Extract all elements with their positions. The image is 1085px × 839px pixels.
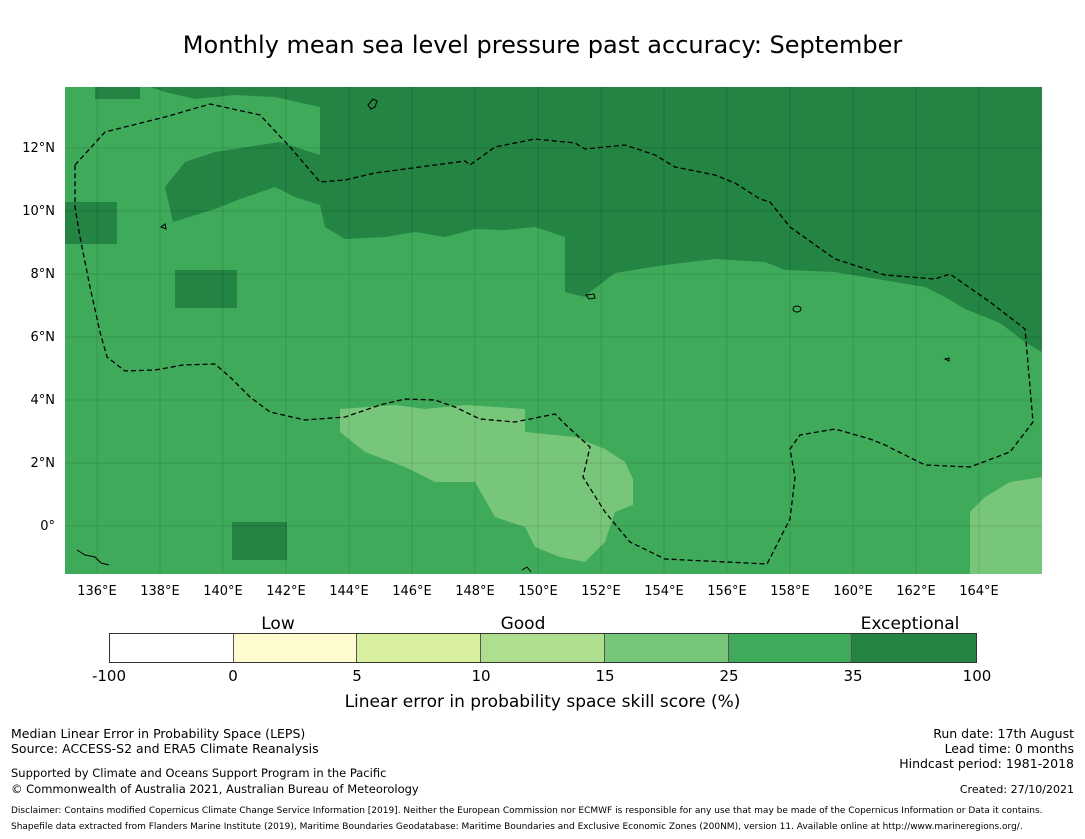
lon-tick-label: 152°E <box>581 584 621 599</box>
lon-tick-label: 140°E <box>203 584 243 599</box>
colorbar-segment <box>728 634 853 662</box>
lon-tick-label: 142°E <box>266 584 306 599</box>
category-label-low: Low <box>261 614 295 634</box>
footer-support: Supported by Climate and Oceans Support … <box>11 766 387 780</box>
colorbar-segment <box>357 634 482 662</box>
lon-tick-label: 160°E <box>833 584 873 599</box>
colorbar-title: Linear error in probability space skill … <box>344 692 741 712</box>
disclaimer: Disclaimer: Contains modified Copernicus… <box>11 806 1043 816</box>
lon-tick-label: 162°E <box>896 584 936 599</box>
footer-copyright: © Commonwealth of Australia 2021, Austra… <box>11 782 419 796</box>
lon-tick-label: 164°E <box>959 584 999 599</box>
lon-tick-label: 150°E <box>518 584 558 599</box>
colorbar-segment <box>233 634 358 662</box>
lat-tick-label: 2°N <box>30 456 56 471</box>
colorbar-tick-label: 5 <box>352 667 362 685</box>
colorbar-tick-label: 0 <box>228 667 238 685</box>
colorbar-tick-label: 35 <box>843 667 863 685</box>
colorbar <box>109 633 977 663</box>
lon-tick-label: 154°E <box>644 584 684 599</box>
lat-tick-label: 10°N <box>22 204 55 219</box>
skill-map-svg <box>65 87 1042 574</box>
lat-tick-label: 6°N <box>30 330 56 345</box>
shapefile-credit: Shapefile data extracted from Flanders M… <box>11 822 1023 832</box>
lead-time: Lead time: 0 months <box>944 741 1074 756</box>
created-date: Created: 27/10/2021 <box>959 783 1074 796</box>
lat-tick-label: 0° <box>40 519 55 534</box>
island-outline <box>585 293 596 300</box>
colorbar-segment <box>110 634 234 662</box>
lon-tick-label: 144°E <box>329 584 369 599</box>
lon-tick-label: 156°E <box>707 584 747 599</box>
category-label-good: Good <box>500 614 546 634</box>
map-title: Monthly mean sea level pressure past acc… <box>182 31 903 59</box>
category-label-exceptional: Exceptional <box>860 614 960 634</box>
footer-source: Source: ACCESS-S2 and ERA5 Climate Reana… <box>11 741 319 756</box>
coastline-south <box>521 566 532 573</box>
skill-map <box>65 87 1042 574</box>
region-skill-15-25-southeast <box>970 477 1042 574</box>
coastline-west <box>76 549 110 566</box>
lon-tick-label: 146°E <box>392 584 432 599</box>
colorbar-tick-label: 100 <box>962 667 992 685</box>
colorbar-tick-label: 10 <box>471 667 491 685</box>
lon-tick-label: 138°E <box>140 584 180 599</box>
region-skill-35-100-patch <box>175 270 237 308</box>
lon-tick-label: 148°E <box>455 584 495 599</box>
colorbar-segment <box>852 634 977 662</box>
lat-tick-label: 4°N <box>30 393 56 408</box>
lon-tick-label: 158°E <box>770 584 810 599</box>
footer-method: Median Linear Error in Probability Space… <box>11 726 306 741</box>
graticule <box>65 87 1042 574</box>
lat-tick-label: 8°N <box>30 267 56 282</box>
region-skill-35-100-north <box>150 87 1042 352</box>
hindcast-period: Hindcast period: 1981-2018 <box>899 756 1074 771</box>
region-skill-35-100-south <box>232 522 287 560</box>
colorbar-tick-label: 25 <box>719 667 739 685</box>
colorbar-segment <box>604 634 729 662</box>
run-date: Run date: 17th August <box>933 726 1074 741</box>
colorbar-tick-label: -100 <box>91 667 127 685</box>
island-outline <box>367 98 378 110</box>
colorbar-segment <box>481 634 605 662</box>
coastlines <box>76 98 950 573</box>
island-outline <box>943 357 950 362</box>
island-outline <box>159 223 167 230</box>
region-skill-15-25-central <box>340 405 633 562</box>
lon-tick-label: 136°E <box>77 584 117 599</box>
region-skill-35-100-nw <box>95 87 140 99</box>
colorbar-tick-label: 15 <box>595 667 615 685</box>
region-skill-35-100-west <box>65 202 117 244</box>
island-outline <box>792 305 802 313</box>
lat-tick-label: 12°N <box>22 141 55 156</box>
eez-boundary <box>74 103 1034 565</box>
